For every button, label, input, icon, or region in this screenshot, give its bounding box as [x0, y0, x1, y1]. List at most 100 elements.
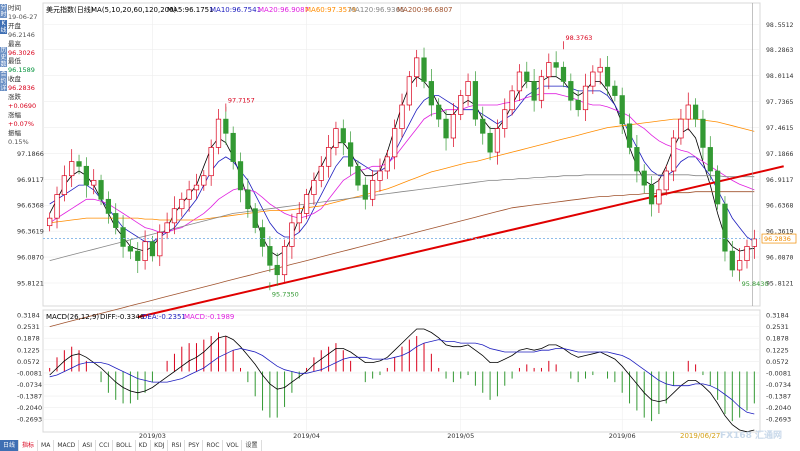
- tab-kline[interactable]: K线图: [0, 20, 7, 41]
- tab-rsi[interactable]: RSI: [168, 440, 186, 451]
- change-value: +0.0690: [8, 101, 37, 110]
- candlestick: [362, 177, 368, 210]
- amp-value: 0.15%: [8, 137, 29, 146]
- candle-body: [245, 189, 251, 210]
- candlestick: [127, 239, 134, 260]
- tab-kd[interactable]: KD: [136, 440, 152, 451]
- price-tick-label: 97.7365: [766, 98, 793, 106]
- tab-time-share[interactable]: 分时图: [0, 4, 7, 25]
- candle-body: [443, 118, 449, 139]
- tab-psy[interactable]: PSY: [185, 440, 204, 451]
- candle-body: [303, 194, 310, 214]
- price-tick-label: 96.6368: [766, 202, 793, 210]
- candlestick: [142, 230, 148, 270]
- candle-body: [113, 213, 119, 228]
- tab-boll[interactable]: BOLL: [113, 440, 136, 451]
- candlestick: [502, 98, 508, 138]
- macd-macd-value: MACD:-0.1989: [184, 313, 234, 321]
- macd-tick-label: -0.2040: [766, 404, 791, 412]
- candle-body: [186, 189, 192, 200]
- candlestick: [604, 55, 611, 96]
- ma120-value: MA120:96.9365: [349, 6, 405, 14]
- candlestick: [347, 131, 354, 176]
- tab-kdj[interactable]: KDJ: [151, 440, 169, 451]
- price-tick-label: 96.9117: [766, 176, 793, 184]
- candlestick: [590, 65, 596, 95]
- candlestick: [54, 186, 60, 229]
- candle-body: [384, 156, 390, 172]
- candle-body: [347, 142, 354, 167]
- macd-diff-line: [49, 328, 755, 433]
- macd-tick-label-left: -0.1387: [17, 393, 42, 401]
- candle-body: [171, 208, 178, 224]
- candlestick: [582, 73, 589, 122]
- candlestick: [281, 239, 288, 283]
- candle-body: [516, 71, 523, 92]
- close-label: 收盘: [8, 75, 21, 84]
- tab-settings[interactable]: 设置: [242, 440, 262, 451]
- tab-history[interactable]: 历史数据: [0, 47, 7, 75]
- last-date-label: 2019/06/27: [680, 432, 720, 440]
- tab-asi[interactable]: ASI: [79, 440, 96, 451]
- candlestick: [465, 73, 471, 106]
- candle-body: [641, 170, 647, 186]
- amp-label: 振幅: [8, 128, 21, 137]
- macd-tick-label: 0.1225: [766, 346, 789, 354]
- tab-indicator[interactable]: 指标: [19, 440, 39, 451]
- macd-tick-label: -0.0081: [766, 369, 791, 377]
- candlestick: [98, 174, 104, 205]
- trendline: [137, 165, 784, 319]
- current-price-label: 96.2836: [764, 235, 791, 243]
- candlestick: [69, 149, 75, 188]
- date-tick-label: 2019/04: [293, 432, 320, 440]
- candlestick: [480, 106, 486, 145]
- macd-tick-label-left: -0.2040: [17, 404, 42, 412]
- candlestick: [531, 68, 537, 112]
- candle-body: [362, 184, 368, 200]
- tab-daily[interactable]: 日线: [0, 440, 20, 451]
- candle-body: [127, 246, 134, 252]
- tab-roc[interactable]: ROC: [203, 440, 224, 451]
- candlestick: [83, 157, 89, 198]
- candlestick: [245, 178, 251, 218]
- candlestick: [707, 136, 713, 181]
- candle-body: [237, 161, 244, 191]
- macd-tick-label-left: 0.2531: [17, 323, 40, 331]
- tab-cci[interactable]: CCI: [96, 440, 114, 451]
- candlestick: [619, 87, 625, 135]
- price-tick-label-left: 97.1866: [17, 150, 44, 158]
- price-tick-label: 97.1866: [766, 150, 793, 158]
- candle-body: [751, 238, 757, 247]
- candle-body: [612, 85, 618, 96]
- tab-contract[interactable]: 合约详情: [0, 71, 7, 99]
- candle-body: [377, 170, 383, 181]
- candle-body: [707, 147, 713, 172]
- candlestick: [333, 121, 339, 156]
- candle-body: [223, 118, 229, 134]
- candle-body: [502, 109, 508, 129]
- candle-body: [421, 57, 427, 82]
- tab-ma[interactable]: MA: [38, 440, 55, 451]
- candlestick: [120, 215, 126, 258]
- price-tick-label: 97.4615: [766, 124, 793, 132]
- candle-body: [281, 246, 288, 276]
- tab-vol[interactable]: VOL: [223, 440, 243, 451]
- tab-macd[interactable]: MACD: [54, 440, 80, 451]
- candlestick: [311, 172, 317, 205]
- candle-body: [355, 165, 361, 186]
- time-label: 时间: [8, 4, 21, 12]
- candle-body: [157, 231, 163, 257]
- candlestick: [553, 51, 559, 77]
- annotation-label: 98.3763: [565, 34, 592, 42]
- candlestick: [685, 92, 691, 131]
- candlestick: [641, 164, 647, 194]
- candle-body: [604, 66, 611, 87]
- candlestick: [538, 69, 545, 109]
- indicator-tab-bar: 日线 指标 MA MACD ASI CCI BOLL KD KDJ RSI PSY ROC VOL 设置: [0, 440, 800, 451]
- macd-tick-label-left: -0.0734: [17, 381, 42, 389]
- candle-body: [678, 118, 684, 139]
- candlestick: [237, 152, 244, 203]
- candlestick: [648, 176, 655, 217]
- candle-body: [69, 161, 75, 177]
